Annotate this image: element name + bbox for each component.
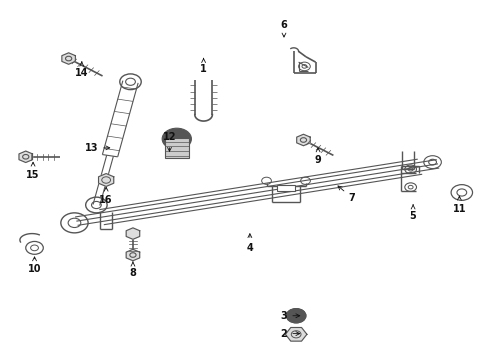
Text: 12: 12 bbox=[163, 132, 176, 151]
Text: 9: 9 bbox=[315, 148, 321, 165]
Polygon shape bbox=[297, 134, 310, 146]
Text: 16: 16 bbox=[99, 187, 113, 204]
Text: 3: 3 bbox=[281, 311, 300, 321]
Text: 1: 1 bbox=[200, 58, 207, 74]
Text: 4: 4 bbox=[246, 234, 253, 253]
Text: 5: 5 bbox=[410, 205, 416, 221]
Text: 8: 8 bbox=[129, 262, 136, 278]
Bar bbox=[277, 185, 295, 191]
Text: 13: 13 bbox=[85, 143, 110, 153]
Circle shape bbox=[287, 309, 306, 323]
Circle shape bbox=[162, 128, 192, 150]
Polygon shape bbox=[126, 249, 140, 261]
Polygon shape bbox=[98, 174, 114, 186]
Text: 11: 11 bbox=[453, 196, 466, 213]
Polygon shape bbox=[286, 328, 307, 341]
Text: 2: 2 bbox=[281, 329, 300, 339]
Polygon shape bbox=[126, 228, 140, 239]
Text: 6: 6 bbox=[281, 19, 287, 37]
Polygon shape bbox=[19, 151, 32, 162]
Text: 15: 15 bbox=[26, 162, 40, 180]
Text: 14: 14 bbox=[75, 62, 89, 78]
Bar bbox=[165, 138, 189, 158]
Text: 10: 10 bbox=[28, 257, 41, 274]
Text: 7: 7 bbox=[338, 186, 356, 203]
Polygon shape bbox=[62, 53, 75, 64]
